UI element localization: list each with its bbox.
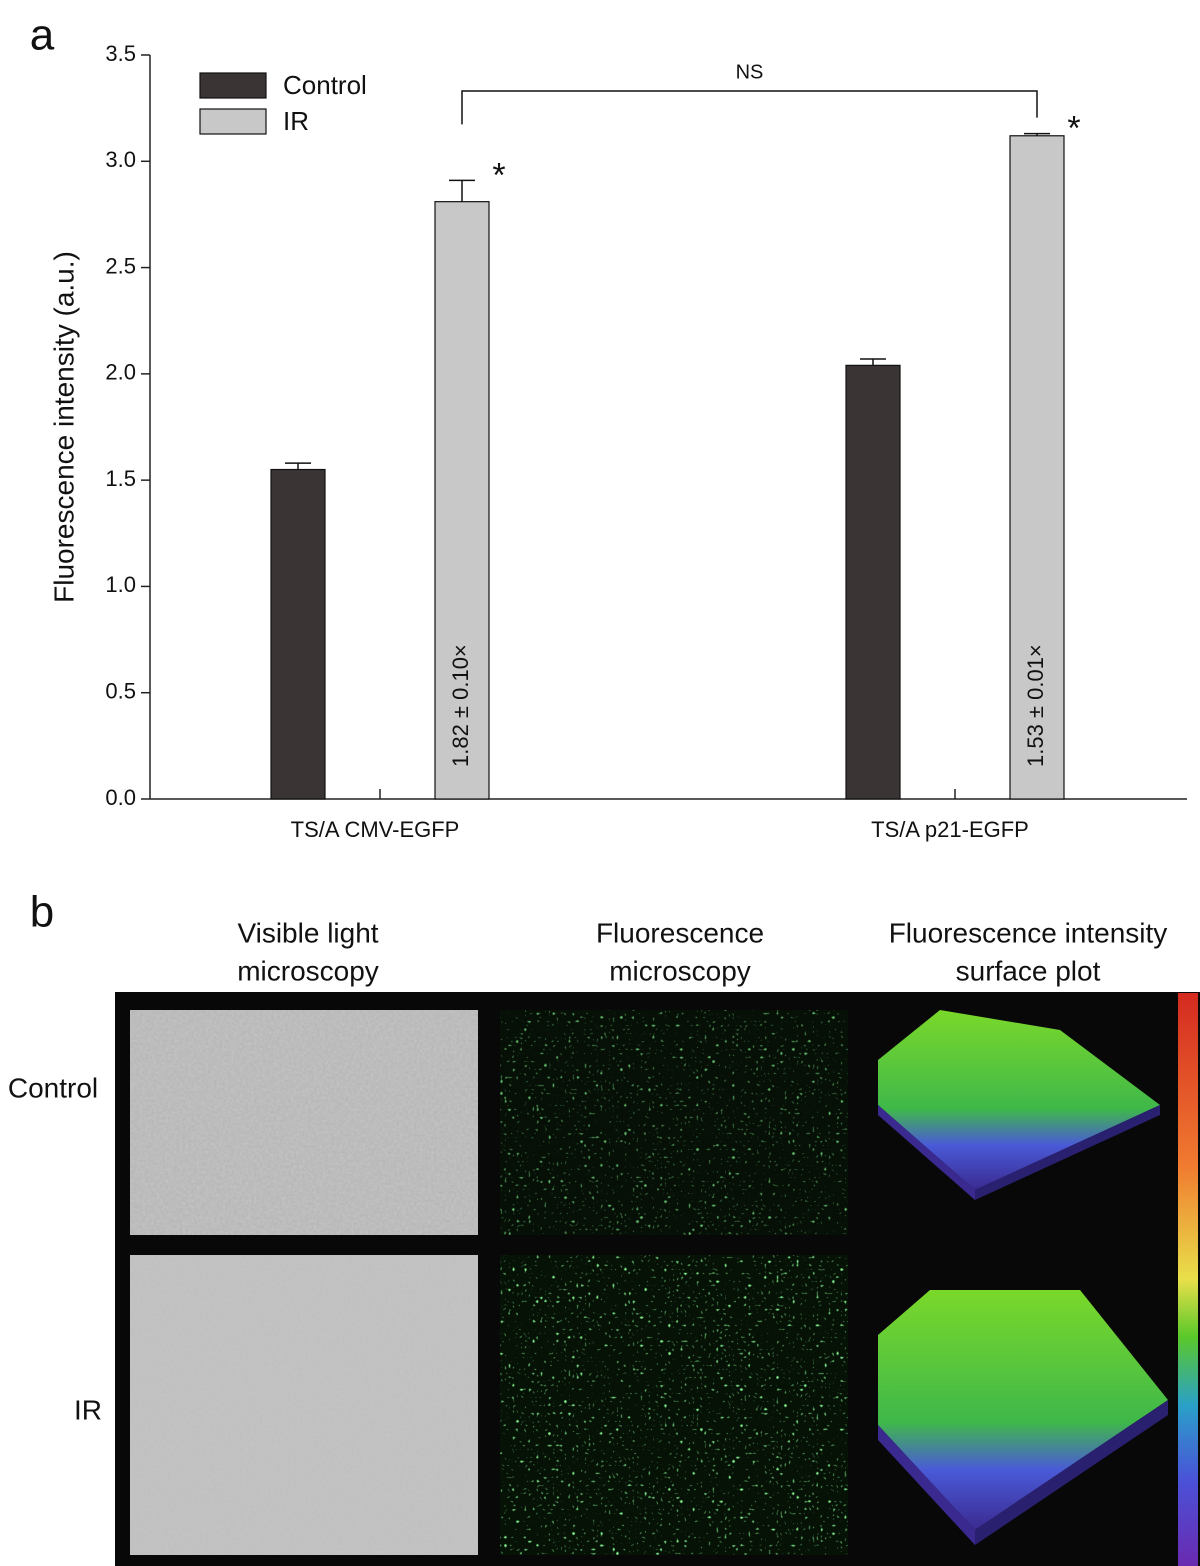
fold-change-label: 1.53 ± 0.01× xyxy=(1023,644,1048,767)
row-label: IR xyxy=(74,1394,102,1425)
y-tick-label: 2.0 xyxy=(105,360,136,385)
surface-plot xyxy=(878,1290,1168,1530)
bar xyxy=(845,364,901,800)
microscopy-images xyxy=(130,993,1198,1566)
legend-label: IR xyxy=(283,106,309,136)
bar xyxy=(270,468,326,800)
bar-chart: 0.0 0.5 1.0 1.5 2.0 2.5 3.0 3.5 TS/A CMV-EGFP 1.8… xyxy=(105,41,1080,842)
bar xyxy=(434,201,490,800)
fold-change-label: 1.82 ± 0.10× xyxy=(448,644,473,767)
visible-light-texture xyxy=(130,1255,478,1555)
error-bar xyxy=(1024,132,1050,136)
x-tick-label: TS/A p21-EGFP xyxy=(871,817,1029,842)
y-axis-label: Fluorescence intensity (a.u.) xyxy=(48,251,79,603)
bracket-label: NS xyxy=(736,61,764,83)
error-bar xyxy=(449,179,475,202)
panel-b-labels: Visible light microscopy Fluorescence micro… xyxy=(8,917,1167,1425)
surface-plot xyxy=(878,1010,1160,1190)
y-tick-label: 1.5 xyxy=(105,466,136,491)
error-bar xyxy=(860,358,886,366)
y-tick-label: 0.0 xyxy=(105,785,136,810)
significance-marker: * xyxy=(492,156,505,194)
significance-bracket xyxy=(461,90,1038,125)
surface-plot-side xyxy=(975,1105,1160,1200)
column-header: Visible light xyxy=(237,917,378,948)
column-header: Fluorescence xyxy=(596,917,764,948)
fluorescence-texture xyxy=(500,1255,848,1555)
y-tick-label: 0.5 xyxy=(105,679,136,704)
column-header: microscopy xyxy=(609,955,751,986)
surface-plot-side xyxy=(878,1105,975,1200)
error-bar xyxy=(285,462,311,470)
column-header: Fluorescence intensity xyxy=(889,917,1168,948)
surface-plot-side xyxy=(975,1400,1168,1545)
significance-marker: * xyxy=(1067,110,1080,148)
legend-label: Control xyxy=(283,70,367,100)
y-tick-label: 2.5 xyxy=(105,253,136,278)
colorbar xyxy=(1178,993,1198,1566)
column-header: microscopy xyxy=(237,955,379,986)
column-header: surface plot xyxy=(956,955,1101,986)
legend-swatch xyxy=(199,72,267,99)
legend-swatch xyxy=(199,108,267,135)
y-tick-label: 3.5 xyxy=(105,41,136,66)
y-tick-label: 3.0 xyxy=(105,147,136,172)
fluorescence-texture xyxy=(500,1010,848,1235)
surface-plot-side xyxy=(878,1425,975,1545)
panel-label: a xyxy=(30,11,55,60)
x-tick-label: TS/A CMV-EGFP xyxy=(291,817,460,842)
panel-label: b xyxy=(30,888,54,937)
row-label: Control xyxy=(8,1072,98,1103)
visible-light-texture xyxy=(130,1010,478,1235)
y-tick-label: 1.0 xyxy=(105,572,136,597)
